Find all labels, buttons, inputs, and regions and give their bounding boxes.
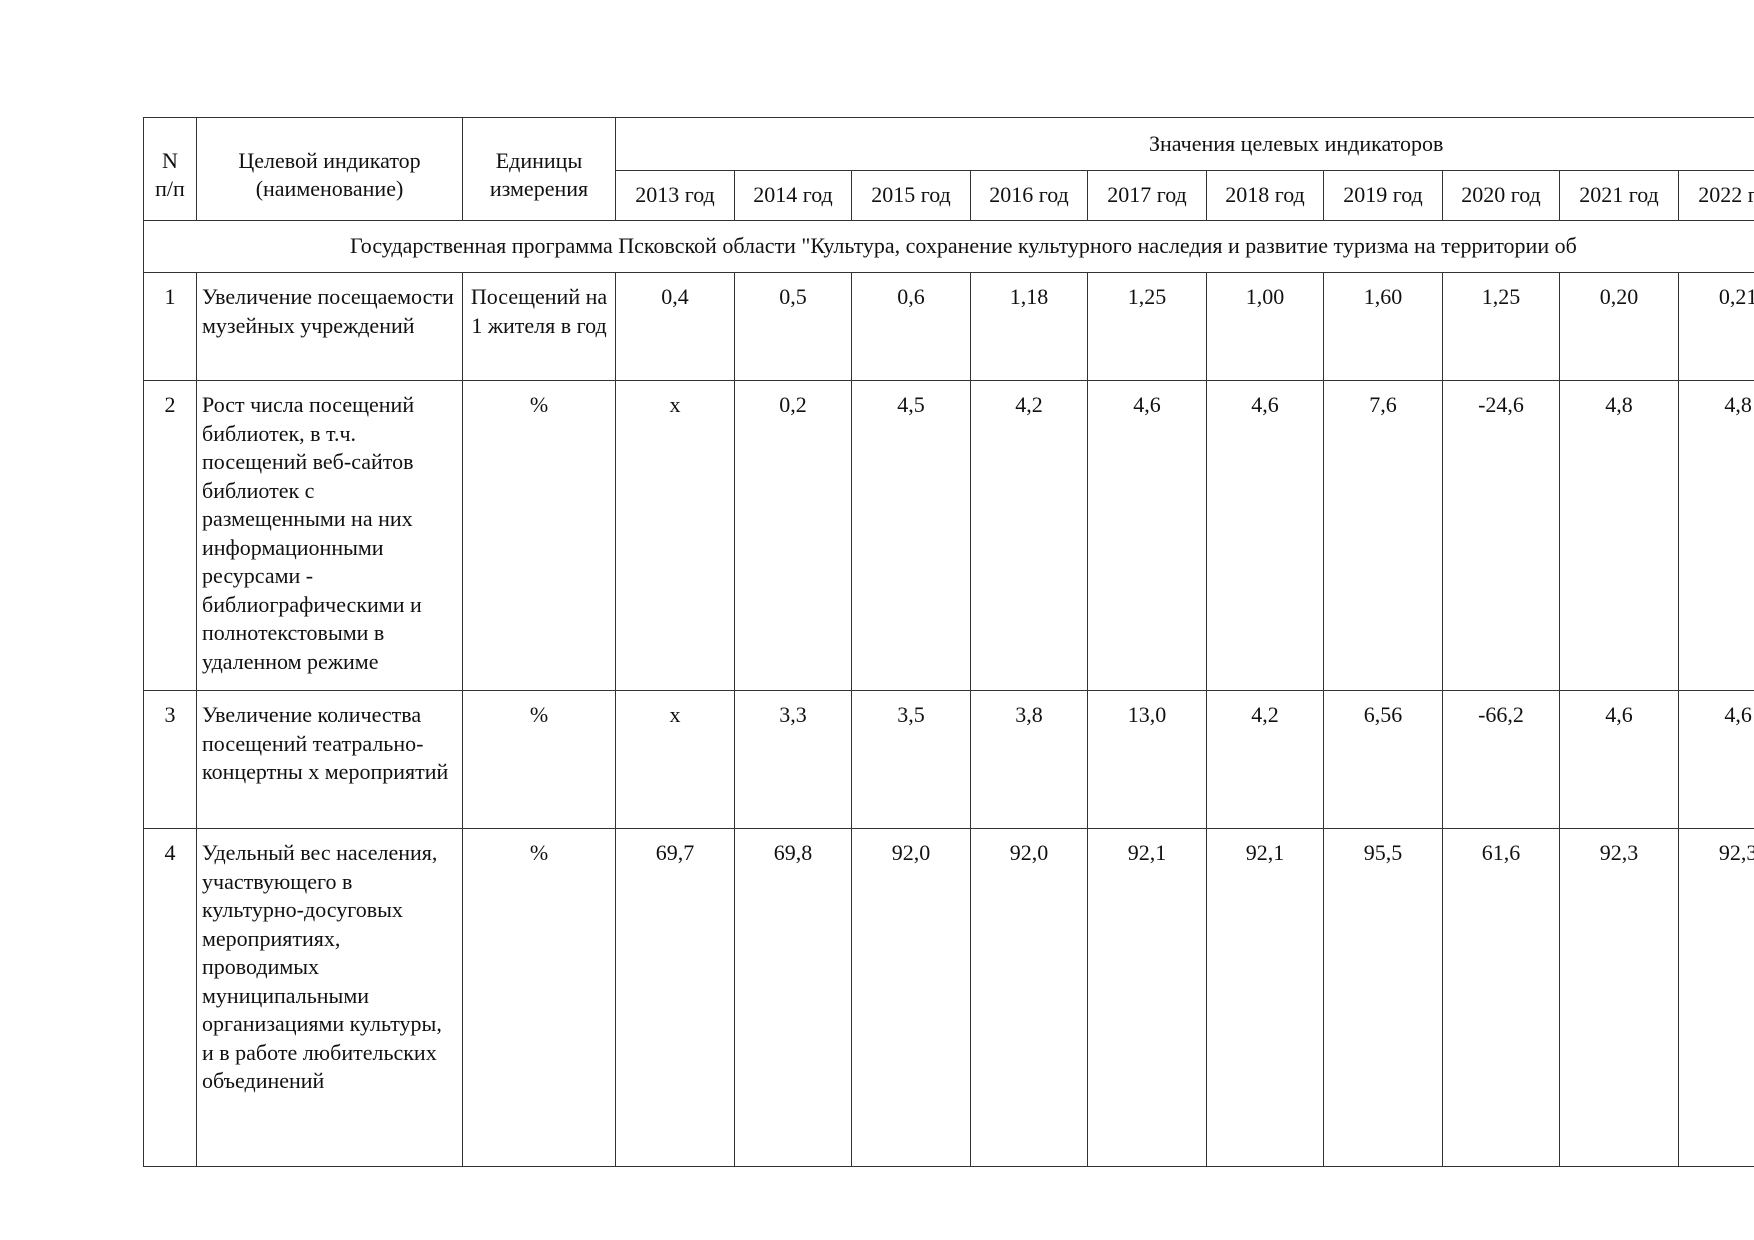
indicator-name: Рост числа посещений библиотек, в т.ч. п… bbox=[196, 380, 463, 691]
year-header: 2022 год bbox=[1677, 170, 1754, 221]
indicator-value: 0,2 bbox=[734, 380, 852, 691]
indicator-value: 92,0 bbox=[851, 828, 971, 1167]
indicator-value: 92,0 bbox=[970, 828, 1088, 1167]
indicator-value: 0,4 bbox=[615, 272, 735, 381]
indicator-value: 3,3 bbox=[734, 690, 852, 829]
indicator-value: 1,25 bbox=[1087, 272, 1207, 381]
indicator-value: 4,2 bbox=[1206, 690, 1324, 829]
header-values-title: Значения целевых индикаторов bbox=[614, 117, 1754, 171]
unit: % bbox=[462, 690, 616, 829]
indicator-value: 4,6 bbox=[1677, 690, 1754, 829]
indicator-value: 0,21 bbox=[1677, 272, 1754, 381]
indicator-value: 92,3 bbox=[1559, 828, 1679, 1167]
indicator-value: 69,7 bbox=[615, 828, 735, 1167]
indicator-value: -66,2 bbox=[1442, 690, 1560, 829]
indicator-value: x bbox=[615, 690, 735, 829]
indicator-value: 7,6 bbox=[1323, 380, 1443, 691]
year-header: 2021 год bbox=[1559, 170, 1679, 221]
indicator-value: 1,18 bbox=[970, 272, 1088, 381]
year-header: 2020 год bbox=[1442, 170, 1560, 221]
indicator-value: 3,5 bbox=[851, 690, 971, 829]
indicator-value: 4,5 bbox=[851, 380, 971, 691]
indicator-value: 4,8 bbox=[1677, 380, 1754, 691]
indicator-value: 6,56 bbox=[1323, 690, 1443, 829]
indicator-value: 92,3 bbox=[1677, 828, 1754, 1167]
indicator-value: 0,5 bbox=[734, 272, 852, 381]
indicator-value: 4,6 bbox=[1559, 690, 1679, 829]
year-header: 2015 год bbox=[851, 170, 971, 221]
indicator-value: 13,0 bbox=[1087, 690, 1207, 829]
indicator-value: 1,00 bbox=[1206, 272, 1324, 381]
indicator-value: -24,6 bbox=[1442, 380, 1560, 691]
year-header: 2017 год bbox=[1087, 170, 1207, 221]
indicator-value: 69,8 bbox=[734, 828, 852, 1167]
year-header: 2016 год bbox=[970, 170, 1088, 221]
program-title: Государственная программа Псковской обла… bbox=[142, 220, 1754, 273]
indicator-value: 3,8 bbox=[970, 690, 1088, 829]
indicator-name: Удельный вес населения, участвующего в к… bbox=[196, 828, 463, 1167]
indicator-name: Увеличение посещаемости музейных учрежде… bbox=[196, 272, 463, 381]
indicator-value: 92,1 bbox=[1206, 828, 1324, 1167]
indicator-value: 4,8 bbox=[1559, 380, 1679, 691]
year-header: 2013 год bbox=[615, 170, 735, 221]
indicator-value: 61,6 bbox=[1442, 828, 1560, 1167]
table-row: 2 Рост числа посещений библиотек, в т.ч. … bbox=[143, 380, 1754, 691]
indicator-value: 95,5 bbox=[1323, 828, 1443, 1167]
row-number: 1 bbox=[143, 272, 197, 381]
table-row: 4 Удельный вес населения, участвующего в … bbox=[143, 828, 1754, 1167]
indicator-value: 0,6 bbox=[851, 272, 971, 381]
year-header: 2014 год bbox=[734, 170, 852, 221]
indicator-value: 4,6 bbox=[1087, 380, 1207, 691]
indicator-value: 1,25 bbox=[1442, 272, 1560, 381]
table-row: 1 Увеличение посещаемости музейных учрежд… bbox=[143, 272, 1754, 381]
header-unit: Единицы измерения bbox=[462, 117, 616, 221]
indicator-value: x bbox=[615, 380, 735, 691]
row-number: 2 bbox=[143, 380, 197, 691]
unit: Посещений на 1 жителя в год bbox=[462, 272, 616, 381]
indicator-value: 4,6 bbox=[1206, 380, 1324, 691]
indicator-value: 1,60 bbox=[1323, 272, 1443, 381]
indicator-value: 0,20 bbox=[1559, 272, 1679, 381]
row-number: 3 bbox=[143, 690, 197, 829]
unit: % bbox=[462, 828, 616, 1167]
table-row: 3 Увеличение количества посещений театрал… bbox=[143, 690, 1754, 829]
year-header: 2019 год bbox=[1323, 170, 1443, 221]
year-header: 2018 год bbox=[1206, 170, 1324, 221]
indicator-value: 4,2 bbox=[970, 380, 1088, 691]
indicator-name: Увеличение количества посещений театраль… bbox=[196, 690, 463, 829]
unit: % bbox=[462, 380, 616, 691]
header-indicator-name: Целевой индикатор (наименование) bbox=[196, 117, 463, 221]
row-number: 4 bbox=[143, 828, 197, 1167]
indicator-value: 92,1 bbox=[1087, 828, 1207, 1167]
